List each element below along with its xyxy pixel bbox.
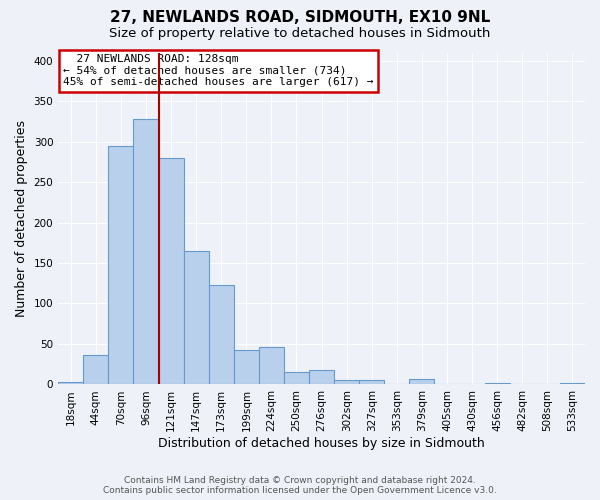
Bar — [234, 350, 259, 384]
Text: 27 NEWLANDS ROAD: 128sqm
← 54% of detached houses are smaller (734)
45% of semi-: 27 NEWLANDS ROAD: 128sqm ← 54% of detach… — [64, 54, 374, 88]
Bar — [133, 119, 158, 384]
Text: 27, NEWLANDS ROAD, SIDMOUTH, EX10 9NL: 27, NEWLANDS ROAD, SIDMOUTH, EX10 9NL — [110, 10, 490, 25]
Bar — [58, 382, 83, 384]
Bar — [334, 380, 359, 384]
Bar — [109, 146, 133, 384]
Bar — [485, 383, 510, 384]
Bar — [409, 379, 434, 384]
Bar — [259, 347, 284, 385]
Bar — [284, 372, 309, 384]
Y-axis label: Number of detached properties: Number of detached properties — [15, 120, 28, 317]
X-axis label: Distribution of detached houses by size in Sidmouth: Distribution of detached houses by size … — [158, 437, 485, 450]
Bar — [560, 383, 585, 384]
Bar — [184, 251, 209, 384]
Text: Size of property relative to detached houses in Sidmouth: Size of property relative to detached ho… — [109, 28, 491, 40]
Bar — [309, 370, 334, 384]
Bar — [209, 285, 234, 384]
Bar — [158, 158, 184, 384]
Bar — [359, 380, 385, 384]
Text: Contains HM Land Registry data © Crown copyright and database right 2024.
Contai: Contains HM Land Registry data © Crown c… — [103, 476, 497, 495]
Bar — [83, 356, 109, 384]
